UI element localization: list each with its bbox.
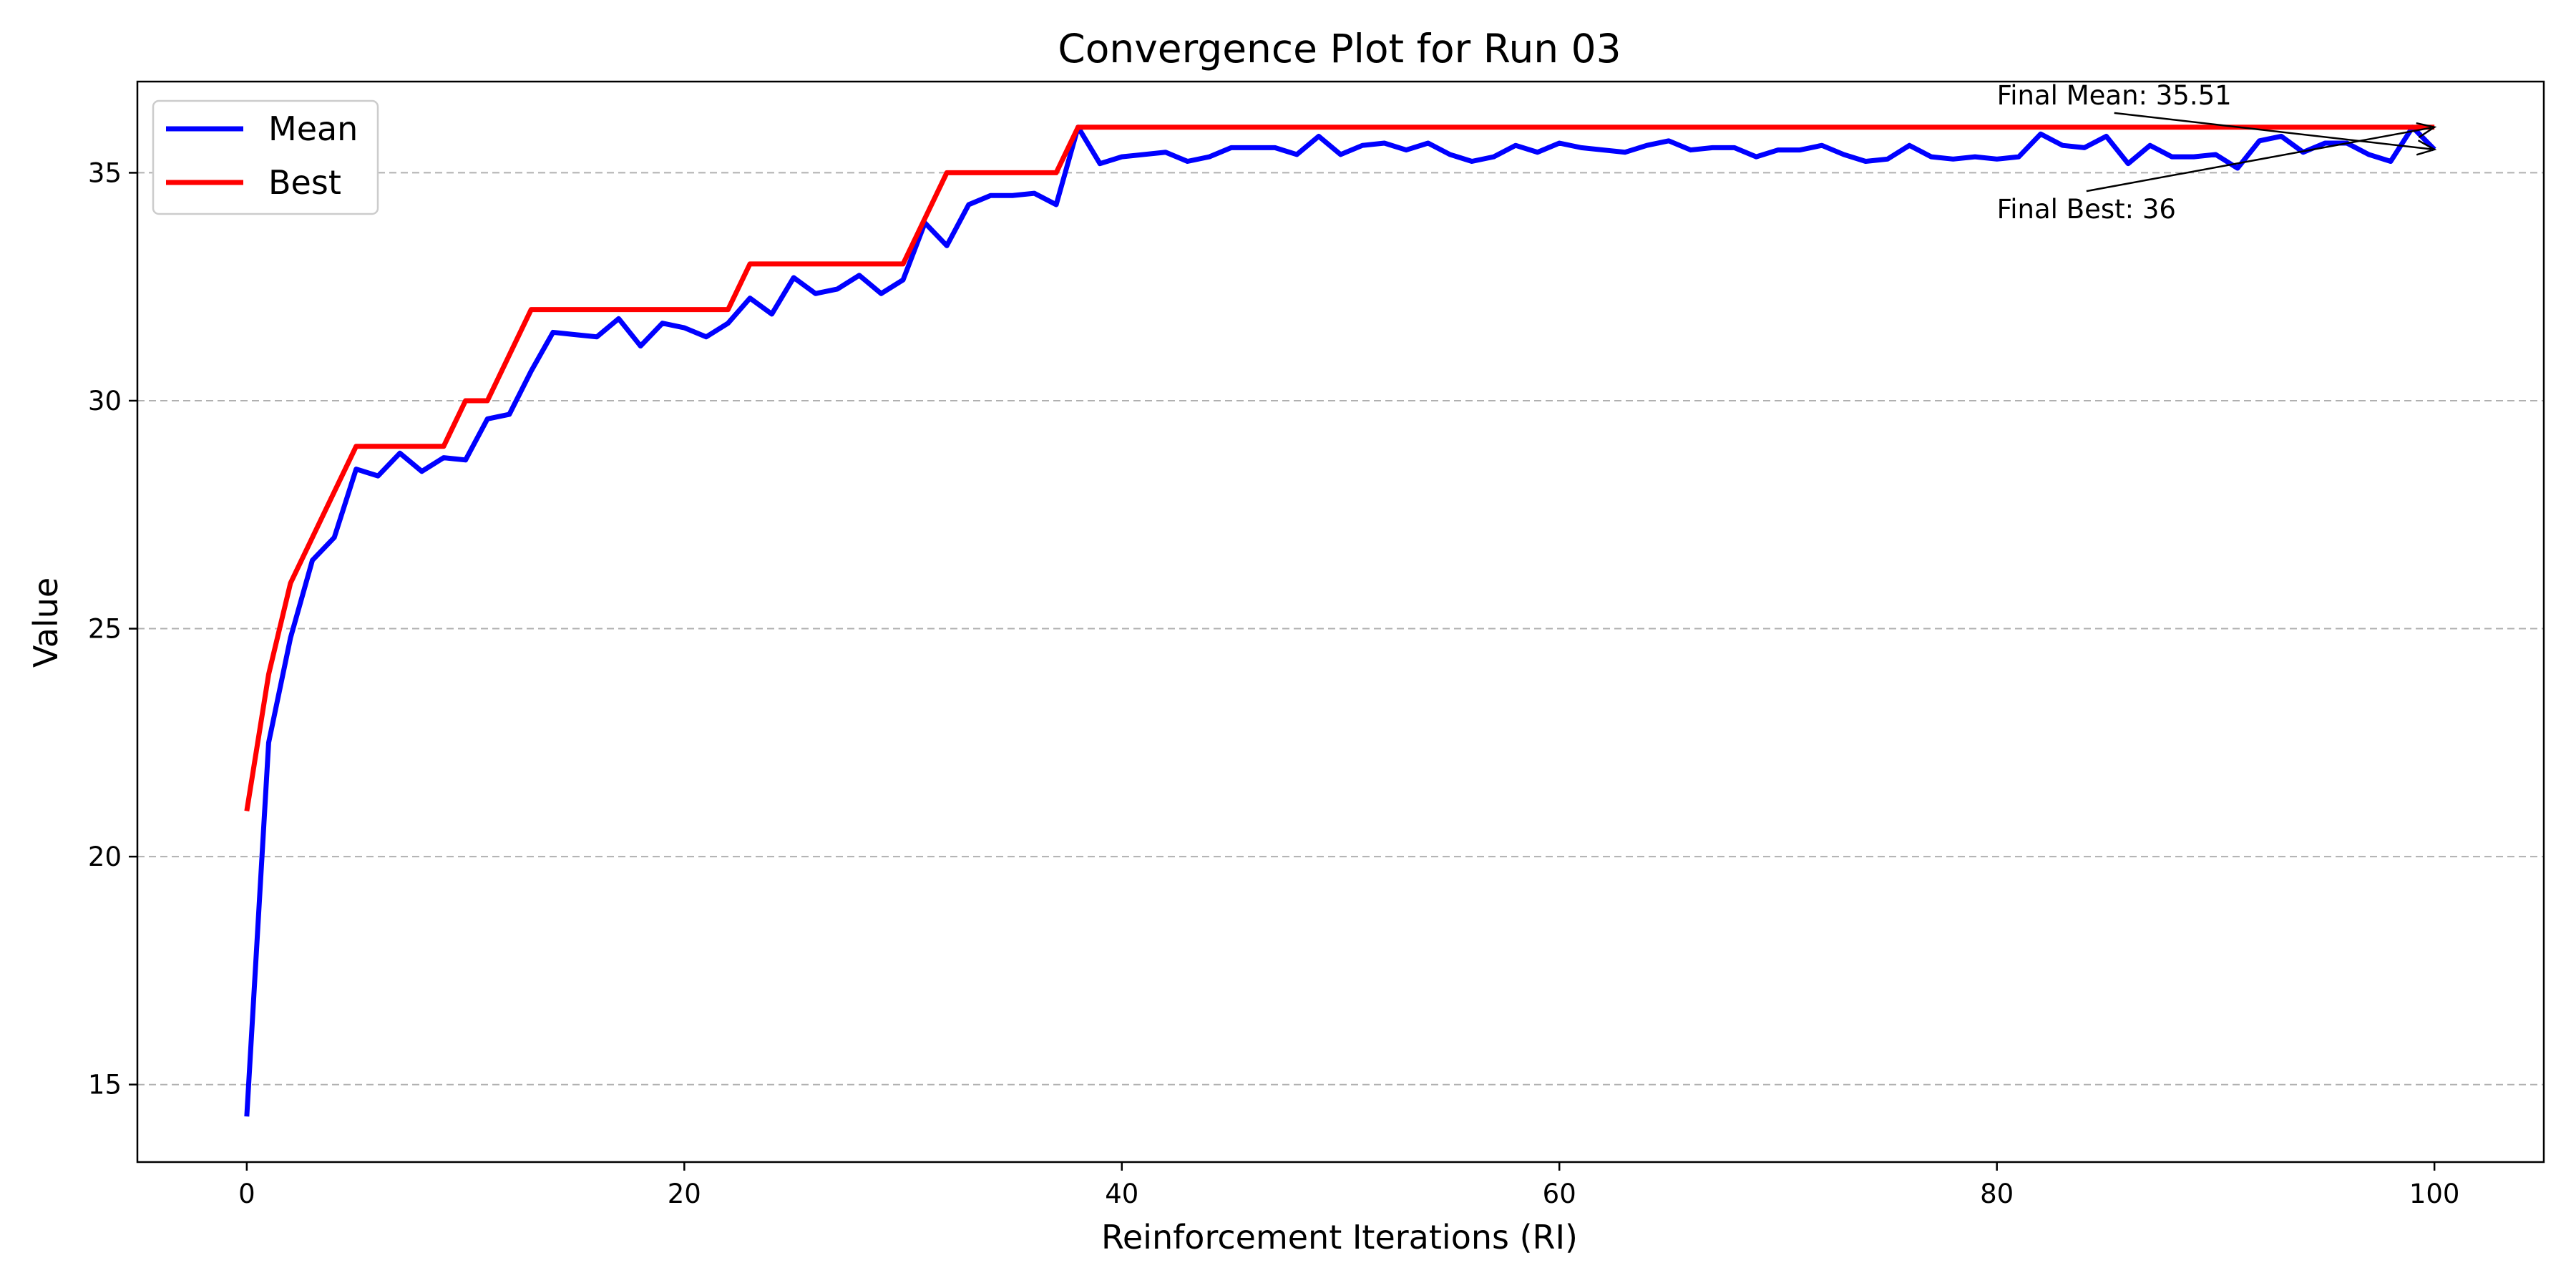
x-tick-label: 100: [2409, 1179, 2460, 1209]
series-line-best: [244, 125, 2435, 811]
annotation-arrow: [2086, 127, 2432, 192]
y-tick-label: 35: [88, 157, 122, 188]
x-tick-label: 60: [1543, 1179, 1576, 1209]
x-tick-label: 0: [238, 1179, 255, 1209]
x-axis-label: Reinforcement Iterations (RI): [1101, 1218, 1578, 1257]
annotation-arrowhead: [2416, 140, 2437, 156]
legend: Mean Best: [152, 99, 379, 215]
y-tick-label: 30: [88, 386, 122, 416]
y-tick-label: 25: [88, 614, 122, 645]
annotation-arrowhead: [2416, 122, 2437, 139]
annotation-arrow: [2114, 112, 2432, 150]
annotation-layer: Final Mean: 35.51 Final Best: 36: [1997, 80, 2437, 225]
series-line-mean: [244, 125, 2436, 1117]
x-tick-label: 80: [1980, 1179, 2014, 1209]
grid-layer: [137, 172, 2544, 1085]
ticks-layer: 15 20 25 30 35 0 20 40 60 80 100: [88, 157, 2460, 1209]
legend-label-mean: Mean: [268, 109, 358, 148]
legend-label-best: Best: [268, 163, 341, 202]
y-tick-label: 20: [88, 841, 122, 872]
y-tick-label: 15: [88, 1070, 122, 1101]
x-tick-label: 20: [668, 1179, 701, 1209]
chart-title: Convergence Plot for Run 03: [1058, 26, 1621, 72]
y-axis-label: Value: [26, 577, 65, 668]
annotation-label: Final Mean: 35.51: [1997, 80, 2232, 111]
series-layer: [244, 125, 2436, 1117]
x-tick-label: 40: [1105, 1179, 1138, 1209]
plot-frame: [136, 80, 2545, 1163]
annotation-label: Final Best: 36: [1997, 194, 2176, 225]
